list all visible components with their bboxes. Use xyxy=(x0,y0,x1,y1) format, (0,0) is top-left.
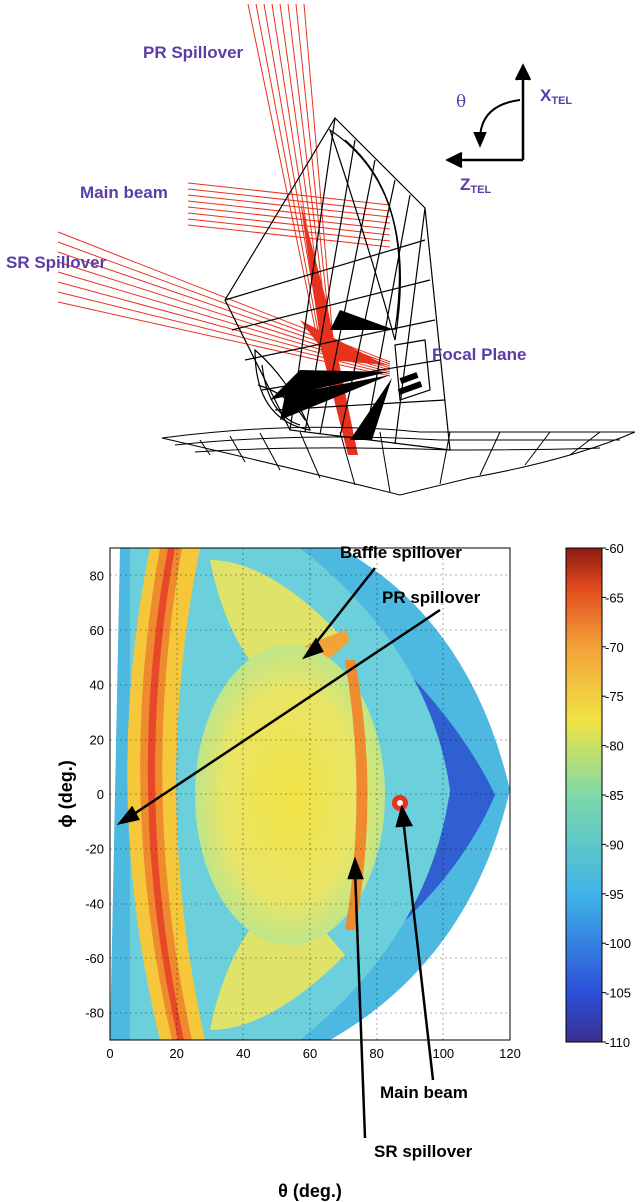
x-tick-label: 0 xyxy=(106,1046,113,1061)
feed-ray-fans xyxy=(270,310,423,440)
label-main-beam: Main beam xyxy=(80,183,168,202)
y-tick-label: 60 xyxy=(90,623,104,638)
sr-spillover-beam xyxy=(300,320,385,365)
y-tick-label: -80 xyxy=(85,1006,104,1021)
colorbar-tick-label: -75 xyxy=(605,689,624,704)
label-z-tel: ZTEL xyxy=(460,175,491,196)
heatmap-chart: 0 20 40 60 80 100 120 80 60 40 20 0 -20 -40 -60 -80 θ … xyxy=(56,541,631,1201)
colorbar-tick-label: -90 xyxy=(605,837,624,852)
pr-spillover-rays xyxy=(247,3,335,353)
x-tick-label: 100 xyxy=(432,1046,454,1061)
colorbar-tick-label: -70 xyxy=(605,640,624,655)
y-tick-label: 20 xyxy=(90,732,104,747)
y-tick-label: -40 xyxy=(85,896,104,911)
x-tick-label: 40 xyxy=(236,1046,250,1061)
colorbar-tick-label: -105 xyxy=(605,986,631,1001)
label-theta: θ xyxy=(456,92,466,112)
x-tick-label: 60 xyxy=(303,1046,317,1061)
label-focal-plane: Focal Plane xyxy=(432,345,526,364)
y-tick-label: 0 xyxy=(97,787,104,802)
x-axis-ticks: 0 20 40 60 80 100 120 xyxy=(106,1046,520,1061)
annotation-baffle-spillover: Baffle spillover xyxy=(340,543,462,562)
y-tick-label: 40 xyxy=(90,678,104,693)
y-tick-label: 80 xyxy=(90,568,104,583)
telescope-diagram: PR Spillover Main beam SR Spillover Foca… xyxy=(6,3,636,496)
coordinate-axes xyxy=(445,63,532,169)
label-pr-spillover: PR Spillover xyxy=(143,43,244,62)
colorbar-tick-label: -65 xyxy=(605,590,624,605)
colorbar-tick-label: -60 xyxy=(605,541,624,556)
x-axis-title: θ (deg.) xyxy=(278,1181,342,1201)
y-axis-ticks: 80 60 40 20 0 -20 -40 -60 -80 xyxy=(85,568,104,1020)
y-tick-label: -20 xyxy=(85,842,104,857)
colorbar-tick-label: -80 xyxy=(605,739,624,754)
annotation-sr-spillover: SR spillover xyxy=(374,1142,473,1161)
colorbar-tick-label: -110 xyxy=(605,1035,630,1050)
annotation-main-beam: Main beam xyxy=(380,1083,468,1102)
colorbar-ticks: -60 -65 -70 -75 -80 -85 -90 -95 -100 -105 -110 xyxy=(602,541,631,1050)
x-tick-label: 80 xyxy=(369,1046,383,1061)
colorbar-tick-label: -95 xyxy=(605,887,624,902)
plot-grid xyxy=(110,548,510,1040)
label-x-tel: XTEL xyxy=(540,86,572,107)
colorbar xyxy=(565,547,603,1043)
x-tick-label: 120 xyxy=(499,1046,521,1061)
annotation-pr-spillover: PR spillover xyxy=(382,588,481,607)
y-tick-label: -60 xyxy=(85,951,104,966)
plot-frame xyxy=(109,547,511,1041)
label-sr-spillover: SR Spillover xyxy=(6,253,107,272)
annotation-arrows xyxy=(116,567,441,1139)
colorbar-tick-label: -100 xyxy=(605,936,631,951)
x-tick-label: 20 xyxy=(169,1046,183,1061)
main-beam-rays xyxy=(187,182,391,248)
baffle-plate xyxy=(161,426,636,496)
colorbar-tick-label: -85 xyxy=(605,788,624,803)
y-axis-title: ϕ (deg.) xyxy=(56,760,76,827)
